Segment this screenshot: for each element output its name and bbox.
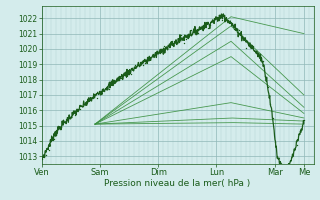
X-axis label: Pression niveau de la mer( hPa ): Pression niveau de la mer( hPa ) [104, 179, 251, 188]
